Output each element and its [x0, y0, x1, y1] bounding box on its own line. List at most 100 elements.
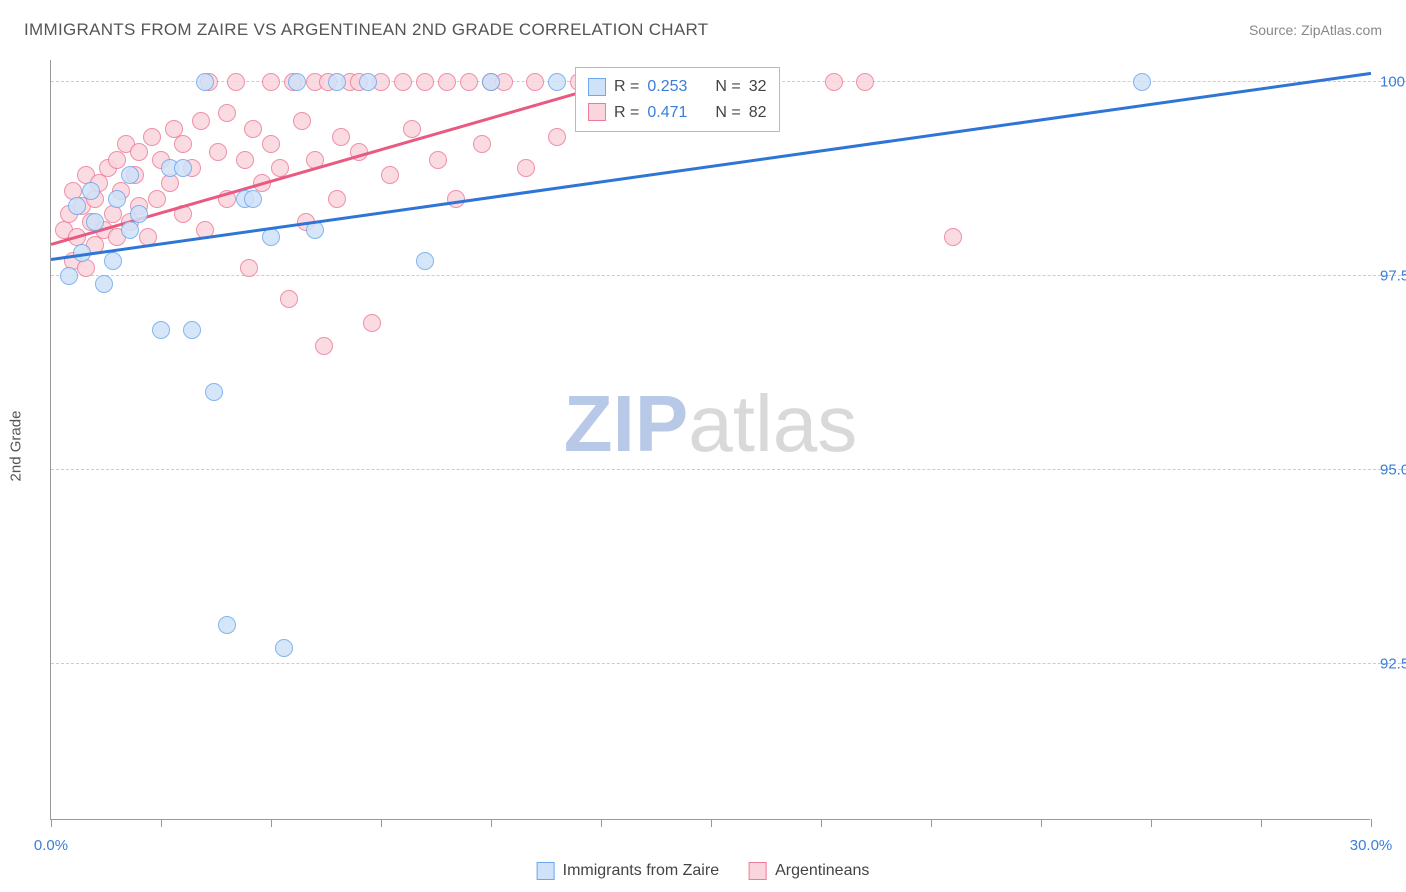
- data-point-argentineans: [526, 73, 544, 91]
- data-point-zaire: [275, 639, 293, 657]
- data-point-zaire: [121, 221, 139, 239]
- watermark-atlas: atlas: [688, 379, 857, 468]
- data-point-argentineans: [77, 259, 95, 277]
- data-point-argentineans: [271, 159, 289, 177]
- data-point-argentineans: [262, 73, 280, 91]
- data-point-argentineans: [363, 314, 381, 332]
- data-point-argentineans: [416, 73, 434, 91]
- data-point-argentineans: [447, 190, 465, 208]
- data-point-argentineans: [227, 73, 245, 91]
- gridline-h: [51, 469, 1406, 470]
- correlation-legend: R = 0.253 N = 32 R = 0.471 N = 82: [575, 67, 780, 132]
- legend-label-arg: Argentineans: [775, 862, 869, 880]
- data-point-argentineans: [262, 135, 280, 153]
- x-tick-label: 0.0%: [34, 837, 68, 854]
- data-point-argentineans: [517, 159, 535, 177]
- chart-title: IMMIGRANTS FROM ZAIRE VS ARGENTINEAN 2ND…: [24, 20, 708, 40]
- data-point-argentineans: [825, 73, 843, 91]
- x-tick: [491, 819, 492, 827]
- data-point-argentineans: [548, 128, 566, 146]
- swatch-zaire: [537, 862, 555, 880]
- data-point-argentineans: [108, 151, 126, 169]
- data-point-argentineans: [143, 128, 161, 146]
- y-axis-label: 2nd Grade: [8, 411, 25, 482]
- data-point-argentineans: [161, 174, 179, 192]
- legend-item-argentineans: Argentineans: [749, 862, 869, 880]
- data-point-zaire: [196, 73, 214, 91]
- data-point-argentineans: [293, 112, 311, 130]
- data-point-zaire: [244, 190, 262, 208]
- data-point-argentineans: [438, 73, 456, 91]
- data-point-zaire: [60, 267, 78, 285]
- data-point-zaire: [205, 383, 223, 401]
- x-tick: [381, 819, 382, 827]
- data-point-argentineans: [104, 205, 122, 223]
- n-label-arg: N =: [715, 100, 740, 126]
- y-tick-label: 95.0%: [1380, 462, 1406, 479]
- data-point-zaire: [152, 321, 170, 339]
- data-point-zaire: [108, 190, 126, 208]
- swatch-argentineans: [588, 103, 606, 121]
- data-point-zaire: [416, 252, 434, 270]
- data-point-argentineans: [315, 337, 333, 355]
- data-point-argentineans: [192, 112, 210, 130]
- r-value-arg: 0.471: [647, 100, 687, 126]
- y-tick-label: 92.5%: [1380, 655, 1406, 672]
- data-point-argentineans: [130, 143, 148, 161]
- data-point-argentineans: [328, 190, 346, 208]
- x-tick: [711, 819, 712, 827]
- data-point-zaire: [482, 73, 500, 91]
- x-tick: [601, 819, 602, 827]
- plot-area: ZIPatlas 92.5%95.0%97.5%100.0%0.0%30.0%: [50, 60, 1370, 820]
- r-label-zaire: R =: [614, 74, 639, 100]
- x-tick: [51, 819, 52, 827]
- legend-item-zaire: Immigrants from Zaire: [537, 862, 719, 880]
- source-attribution: Source: ZipAtlas.com: [1249, 22, 1382, 38]
- x-tick: [1371, 819, 1372, 827]
- x-tick: [271, 819, 272, 827]
- data-point-zaire: [288, 73, 306, 91]
- swatch-argentineans: [749, 862, 767, 880]
- data-point-argentineans: [280, 290, 298, 308]
- data-point-argentineans: [236, 151, 254, 169]
- data-point-argentineans: [403, 120, 421, 138]
- x-tick: [821, 819, 822, 827]
- data-point-zaire: [328, 73, 346, 91]
- data-point-zaire: [262, 228, 280, 246]
- r-value-zaire: 0.253: [647, 74, 687, 100]
- data-point-argentineans: [244, 120, 262, 138]
- data-point-argentineans: [240, 259, 258, 277]
- data-point-argentineans: [381, 166, 399, 184]
- n-value-zaire: 32: [749, 74, 767, 100]
- data-point-zaire: [86, 213, 104, 231]
- data-point-argentineans: [473, 135, 491, 153]
- legend-label-zaire: Immigrants from Zaire: [563, 862, 719, 880]
- data-point-zaire: [1133, 73, 1151, 91]
- data-point-argentineans: [856, 73, 874, 91]
- data-point-argentineans: [209, 143, 227, 161]
- data-point-argentineans: [332, 128, 350, 146]
- data-point-argentineans: [429, 151, 447, 169]
- x-tick-label: 30.0%: [1350, 837, 1393, 854]
- data-point-zaire: [68, 197, 86, 215]
- data-point-zaire: [95, 275, 113, 293]
- series-legend: Immigrants from Zaire Argentineans: [537, 862, 870, 880]
- data-point-argentineans: [460, 73, 478, 91]
- n-label-zaire: N =: [715, 74, 740, 100]
- x-tick: [1151, 819, 1152, 827]
- gridline-h: [51, 663, 1406, 664]
- data-point-argentineans: [218, 104, 236, 122]
- legend-row-argentineans: R = 0.471 N = 82: [588, 100, 767, 126]
- y-tick-label: 97.5%: [1380, 268, 1406, 285]
- data-point-argentineans: [944, 228, 962, 246]
- data-point-zaire: [359, 73, 377, 91]
- n-value-arg: 82: [749, 100, 767, 126]
- data-point-zaire: [82, 182, 100, 200]
- data-point-zaire: [174, 159, 192, 177]
- x-tick: [1261, 819, 1262, 827]
- data-point-argentineans: [148, 190, 166, 208]
- data-point-zaire: [104, 252, 122, 270]
- x-tick: [1041, 819, 1042, 827]
- data-point-zaire: [183, 321, 201, 339]
- swatch-zaire: [588, 78, 606, 96]
